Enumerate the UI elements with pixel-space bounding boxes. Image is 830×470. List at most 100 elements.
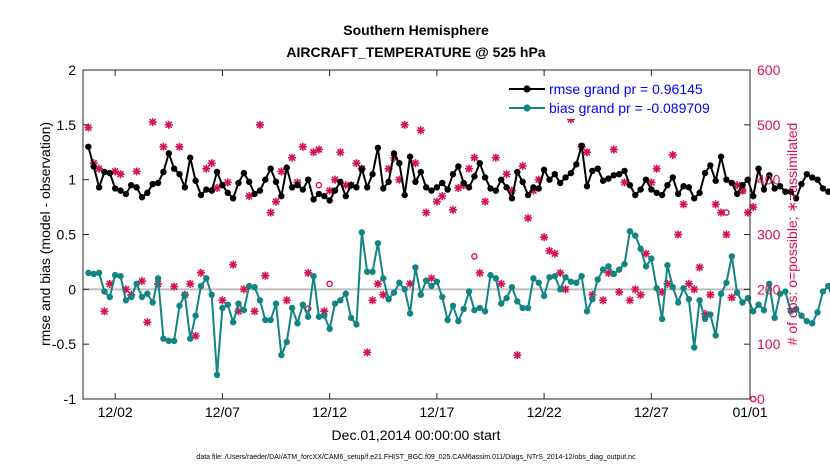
rmse-point [776,183,784,190]
bias-point [519,304,526,312]
obs-assimilated-marker [218,296,227,305]
bias-point [508,283,516,291]
rmse-point [750,192,757,200]
x-tick-label: 01/01 [732,404,767,420]
obs-assimilated-marker [448,205,457,214]
obs-assimilated-marker [711,200,720,209]
bias-point [771,314,778,322]
asterisk-stroke [288,154,296,162]
bias-point [417,291,424,299]
asterisk-stroke [218,296,226,304]
bias-point [176,302,183,309]
rmse-point [95,184,103,191]
rmse-point [621,167,628,175]
asterisk-stroke [540,233,548,241]
obs-assimilated-marker [470,153,479,162]
rmse-point [288,184,296,191]
bias-point [138,293,146,301]
bias-point [594,276,601,283]
rmse-point [707,162,714,169]
rmse-point [133,184,140,191]
bias-point [567,278,575,285]
bias-point [412,264,419,271]
bias-point [637,245,644,252]
asterisk-stroke [519,162,527,170]
bias-point [401,286,408,293]
rmse-point [219,181,226,189]
rmse-point [733,190,741,198]
obs-assimilated-marker [137,277,146,286]
bias-point [733,289,741,296]
asterisk-stroke [229,261,237,269]
legend-marker-rmse [523,85,531,93]
rmse-point [503,184,510,191]
bias-point [385,296,392,303]
obs-assimilated-marker [749,203,758,212]
bias-point [390,289,398,296]
rmse-point [712,177,719,184]
asterisk-stroke [374,280,382,288]
rmse-point [648,186,655,193]
obs-assimilated-marker [599,296,608,305]
rmse-point [476,160,483,167]
asterisk-stroke [272,198,280,206]
bias-point [610,270,618,278]
rmse-point [128,181,135,189]
rmse-point [117,187,124,194]
rmse-point [422,184,430,191]
bias-point [294,320,301,327]
rmse-point [192,177,199,184]
asterisk-stroke [256,121,264,129]
asterisk-stroke [175,143,184,151]
rmse-point [642,176,650,183]
asterisk-stroke [470,154,478,162]
rmse-point [331,187,339,194]
rmse-point [460,179,467,187]
bias-point [632,232,639,239]
bias-point [283,338,290,346]
obs-assimilated-marker [631,285,640,294]
bias-point [422,277,430,284]
rmse-point [374,144,382,152]
y-tick-label: -0.5 [52,336,76,352]
asterisk-stroke [685,280,693,288]
rmse-point [465,184,473,191]
asterisk-stroke [84,124,92,132]
rmse-point [326,197,333,204]
rmse-point [187,154,194,161]
rmse-point [310,196,317,203]
obs-assimilated-marker [411,159,420,168]
bias-point [154,275,162,282]
obs-assimilated-marker [690,285,699,294]
bias-point [170,337,178,345]
obs-assimilated-marker [282,296,291,305]
y2-axis-label: # of obs: o=possible; ∗=assimilated [784,123,800,346]
asterisk-stroke [106,280,114,288]
obs-assimilated-marker [475,268,484,277]
asterisk-stroke [610,145,618,154]
obs-possible-marker [315,181,323,189]
obs-assimilated-marker [620,178,629,187]
asterisk-stroke [336,148,344,156]
obs-assimilated-marker [191,331,200,340]
bias-point [90,270,97,278]
rmse-point [176,170,183,178]
bias-point [122,297,130,304]
bias-point [787,308,794,315]
asterisk-stroke [401,121,409,129]
rmse-point [90,163,97,170]
rmse-point [449,170,457,178]
rmse-point [792,195,800,202]
rmse-point [578,142,585,149]
rmse-point [224,189,231,197]
rmse-point [165,150,172,157]
obs-assimilated-marker [524,214,533,223]
rmse-point [122,190,130,198]
rmse-point [149,180,156,188]
rmse-point [203,186,210,193]
asterisk-stroke [653,165,661,173]
obs-assimilated-marker [95,164,104,173]
rmse-point [251,190,258,198]
rmse-point [814,176,821,183]
rmse-point [278,192,285,200]
